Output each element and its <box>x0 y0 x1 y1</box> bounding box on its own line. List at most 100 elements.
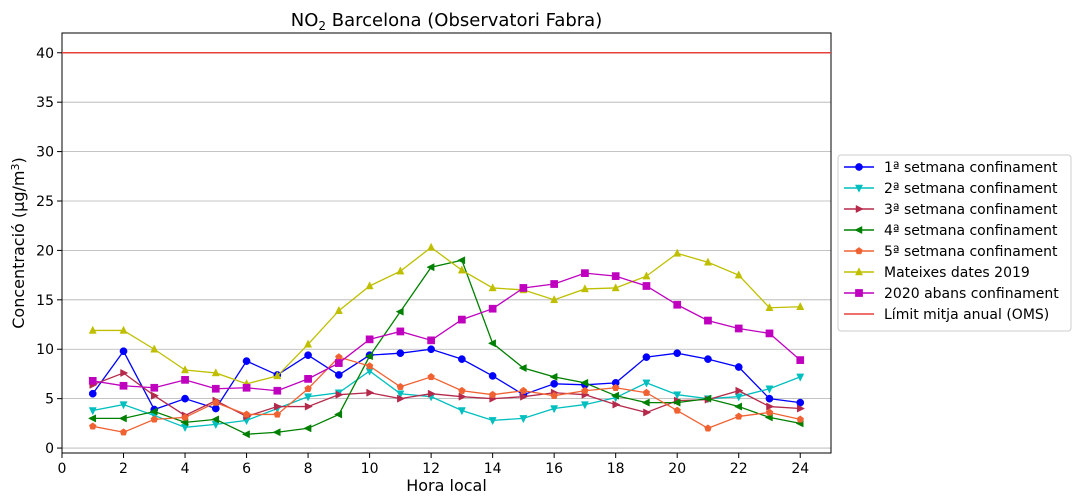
data-point <box>427 336 435 345</box>
data-point <box>119 428 128 436</box>
y-tick-label: 20 <box>36 243 54 259</box>
data-point <box>704 424 712 432</box>
series-1 <box>88 345 805 414</box>
data-point <box>457 407 466 416</box>
data-point <box>334 359 343 367</box>
data-point <box>211 415 220 424</box>
x-tick-label: 18 <box>607 461 625 477</box>
data-point <box>272 428 281 437</box>
data-point <box>334 305 343 314</box>
data-point <box>273 386 282 395</box>
legend-marker <box>855 204 864 214</box>
series-5 <box>89 353 804 436</box>
data-point <box>642 271 651 280</box>
data-point <box>765 408 774 416</box>
data-point <box>334 371 343 379</box>
axes: 0 2 4 6 8 10 12 14 16 18 20 22 240510152025303540Hor… <box>9 32 832 495</box>
y-tick-label: 10 <box>36 342 54 358</box>
x-tick-label: 22 <box>730 461 748 477</box>
data-point <box>334 410 343 419</box>
legend-label: 5ª setmana confinament <box>884 244 1058 260</box>
x-tick-label: 14 <box>484 461 502 477</box>
data-point <box>673 248 682 257</box>
data-point <box>735 386 744 395</box>
legend-item: Límit mitja anual (OMS) <box>844 307 1049 323</box>
data-point <box>335 353 343 361</box>
data-point <box>274 402 283 411</box>
legend-marker <box>854 225 863 235</box>
x-tick-label: 12 <box>422 461 440 477</box>
data-point <box>119 325 128 334</box>
data-point <box>488 372 497 380</box>
data-point <box>396 266 405 275</box>
x-tick-label: 24 <box>791 461 809 477</box>
y-axis-label: Concentració (µg/m3) <box>9 157 28 328</box>
legend-label: Límit mitja anual (OMS) <box>884 307 1049 323</box>
data-point <box>796 356 805 364</box>
data-point <box>765 329 774 338</box>
data-point <box>734 324 743 333</box>
data-point <box>304 384 312 392</box>
x-tick-label: 0 <box>58 461 67 477</box>
y-tick-label: 40 <box>36 46 54 62</box>
data-point <box>273 410 282 418</box>
data-point <box>396 349 405 358</box>
series-7 <box>88 269 805 395</box>
legend-marker <box>855 247 863 255</box>
data-point <box>396 390 405 399</box>
y-tick-label: 15 <box>36 293 54 309</box>
data-point <box>365 281 374 290</box>
data-point <box>642 388 651 396</box>
chart-title-text: NO2 Barcelona (Observatori Fabra) <box>291 10 603 33</box>
data-point <box>119 401 128 410</box>
data-point <box>580 401 589 410</box>
data-point <box>518 364 527 373</box>
x-tick-label: 2 <box>119 461 128 477</box>
legend-label: 1ª setmana confinament <box>884 160 1058 176</box>
x-tick-label: 6 <box>242 461 251 477</box>
legend-item: 4ª setmana confinament <box>844 223 1058 239</box>
data-point <box>488 304 497 313</box>
data-point <box>642 282 651 290</box>
data-point <box>118 414 127 423</box>
series-3 <box>89 368 805 421</box>
data-point <box>457 265 466 274</box>
x-tick-label: 8 <box>304 461 313 477</box>
data-point <box>89 422 97 430</box>
data-point <box>703 257 712 266</box>
data-point <box>796 301 805 310</box>
series-line <box>92 348 801 411</box>
data-point <box>396 327 405 336</box>
data-point <box>150 415 158 423</box>
data-point <box>150 383 159 392</box>
data-point <box>304 339 313 348</box>
data-point <box>458 392 467 401</box>
data-point <box>151 391 160 400</box>
data-point <box>181 394 189 403</box>
series-line <box>92 272 801 392</box>
data-point <box>733 402 742 411</box>
series-layer <box>62 52 831 439</box>
data-point <box>149 407 158 416</box>
legend-item: 5ª setmana confinament <box>844 244 1058 260</box>
data-point <box>734 393 743 402</box>
data-point <box>765 394 774 403</box>
data-point <box>242 357 251 365</box>
data-point <box>427 242 436 251</box>
x-tick-label: 10 <box>361 461 379 477</box>
data-point <box>242 410 251 418</box>
legend-item: 1ª setmana confinament <box>844 160 1058 176</box>
series-4 <box>88 256 804 439</box>
data-point <box>610 391 619 400</box>
data-point <box>796 415 804 423</box>
data-point <box>427 389 436 398</box>
data-point <box>520 392 529 401</box>
data-point <box>519 386 528 394</box>
data-point <box>119 381 128 390</box>
plot-frame <box>61 32 832 454</box>
data-point <box>611 272 620 280</box>
legend-item: 2020 abans confinament <box>844 286 1059 302</box>
data-point <box>303 424 312 433</box>
data-point <box>519 284 528 292</box>
